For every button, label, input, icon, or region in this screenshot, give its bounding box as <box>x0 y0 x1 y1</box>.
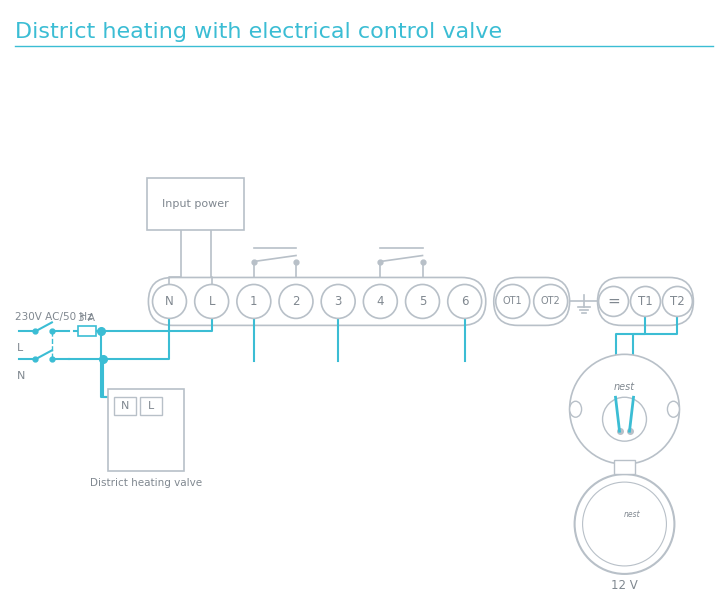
Circle shape <box>496 285 530 318</box>
Circle shape <box>662 286 692 317</box>
Circle shape <box>279 285 313 318</box>
Text: nest: nest <box>614 383 635 392</box>
Text: T1: T1 <box>638 295 653 308</box>
Circle shape <box>630 286 660 317</box>
Circle shape <box>153 285 186 318</box>
Bar <box>114 397 136 415</box>
Circle shape <box>405 285 440 318</box>
Ellipse shape <box>569 402 582 417</box>
Text: N: N <box>122 401 130 411</box>
Text: 2: 2 <box>292 295 300 308</box>
Bar <box>146 178 245 229</box>
Text: N: N <box>165 295 174 308</box>
Circle shape <box>534 285 568 318</box>
Text: 3 A: 3 A <box>78 314 95 323</box>
Bar <box>108 389 184 471</box>
Text: District heating with electrical control valve: District heating with electrical control… <box>15 22 502 42</box>
Text: N: N <box>17 371 25 381</box>
Text: 230V AC/50 Hz: 230V AC/50 Hz <box>15 312 92 323</box>
Text: L: L <box>17 343 23 353</box>
Text: nest: nest <box>624 510 641 519</box>
Text: L: L <box>149 401 154 411</box>
Text: 12 V: 12 V <box>611 579 638 592</box>
Text: 4: 4 <box>376 295 384 308</box>
Circle shape <box>598 286 628 317</box>
Bar <box>614 460 636 474</box>
Text: T2: T2 <box>670 295 685 308</box>
Ellipse shape <box>668 402 679 417</box>
Circle shape <box>603 397 646 441</box>
Text: 3: 3 <box>334 295 342 308</box>
Text: OT1: OT1 <box>503 296 523 307</box>
Circle shape <box>194 285 229 318</box>
Circle shape <box>237 285 271 318</box>
Text: 1: 1 <box>250 295 258 308</box>
Text: OT2: OT2 <box>541 296 561 307</box>
Text: 6: 6 <box>461 295 468 308</box>
Circle shape <box>582 482 666 566</box>
Circle shape <box>321 285 355 318</box>
Circle shape <box>569 355 679 464</box>
FancyBboxPatch shape <box>149 277 486 326</box>
Bar <box>78 326 95 336</box>
Text: District heating valve: District heating valve <box>90 478 202 488</box>
Circle shape <box>574 474 674 574</box>
Bar <box>141 397 162 415</box>
FancyBboxPatch shape <box>494 277 569 326</box>
Text: L: L <box>208 295 215 308</box>
Text: Input power: Input power <box>162 198 229 208</box>
FancyBboxPatch shape <box>598 277 693 326</box>
Text: 5: 5 <box>419 295 426 308</box>
Circle shape <box>448 285 482 318</box>
Text: =: = <box>607 294 620 309</box>
Circle shape <box>363 285 397 318</box>
